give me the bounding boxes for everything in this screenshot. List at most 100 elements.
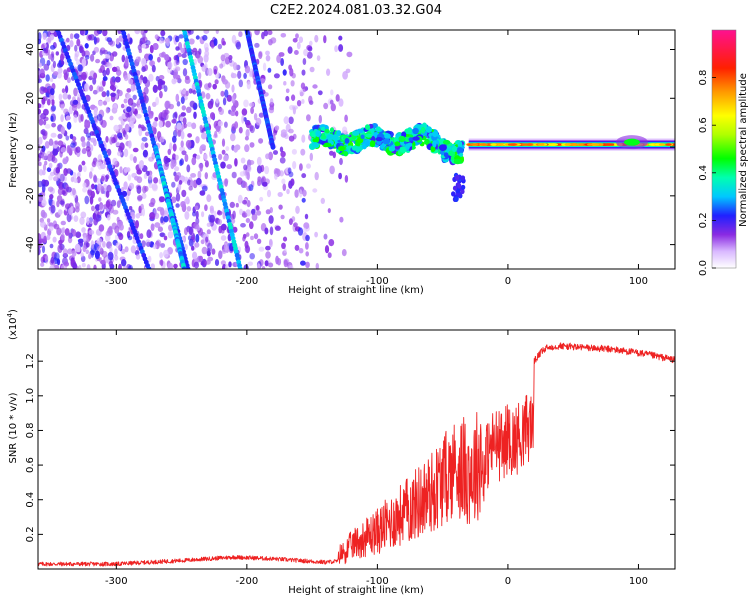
noise-speckle xyxy=(173,69,178,79)
noise-speckle xyxy=(226,94,232,102)
noise-speckle xyxy=(170,196,177,204)
noise-speckle xyxy=(245,129,250,138)
noise-speckle xyxy=(59,173,65,182)
colorbar-frame xyxy=(711,29,737,269)
noise-speckle xyxy=(217,120,224,127)
noise-speckle xyxy=(109,115,114,121)
noise-speckle xyxy=(255,117,262,126)
diagonal-track-point xyxy=(146,266,152,269)
noise-speckle xyxy=(82,187,88,193)
noise-speckle xyxy=(60,227,65,234)
band-point xyxy=(352,130,360,136)
noise-speckle xyxy=(203,260,207,266)
noise-speckle xyxy=(127,98,134,106)
noise-speckle xyxy=(93,264,97,269)
noise-speckle xyxy=(221,138,226,147)
carrier-peak xyxy=(579,143,584,146)
noise-speckle xyxy=(176,122,182,130)
band-point xyxy=(425,126,432,133)
noise-speckle xyxy=(114,248,118,257)
noise-speckle xyxy=(89,216,93,225)
noise-speckle xyxy=(102,76,108,82)
noise-speckle xyxy=(46,218,51,223)
noise-speckle xyxy=(68,232,72,239)
band-point xyxy=(324,128,330,134)
noise-speckle xyxy=(79,46,85,53)
noise-speckle xyxy=(184,211,190,220)
noise-speckle xyxy=(54,140,59,145)
noise-speckle xyxy=(38,247,41,256)
noise-speckle xyxy=(214,259,220,266)
noise-speckle xyxy=(184,243,188,251)
noise-speckle xyxy=(149,45,154,54)
noise-speckle xyxy=(207,82,212,88)
noise-speckle xyxy=(244,144,250,153)
noise-speckle xyxy=(206,222,211,227)
noise-speckle xyxy=(200,239,205,245)
noise-speckle xyxy=(184,77,191,84)
spectrogram-x-ticks: -300 -200 -100 0 100 xyxy=(105,30,648,287)
noise-speckle xyxy=(268,215,274,224)
noise-speckle xyxy=(58,93,63,101)
noise-speckle xyxy=(344,175,349,183)
noise-speckle xyxy=(312,84,318,89)
noise-speckle xyxy=(258,246,265,252)
noise-speckle xyxy=(93,30,100,36)
spectrogram-y-tick-label: 40 xyxy=(25,43,36,56)
noise-speckle xyxy=(295,33,299,39)
noise-speckle xyxy=(210,112,215,120)
noise-speckle xyxy=(44,141,50,149)
noise-speckle xyxy=(330,103,336,112)
noise-speckle xyxy=(72,262,77,269)
noise-speckle xyxy=(154,116,159,122)
carrier-peak xyxy=(537,143,545,146)
noise-speckle xyxy=(184,176,189,182)
noise-speckle xyxy=(117,89,123,97)
noise-speckle xyxy=(245,244,250,254)
noise-speckle xyxy=(40,221,46,228)
noise-speckle xyxy=(175,93,180,103)
noise-speckle xyxy=(98,224,105,232)
band-point xyxy=(394,145,401,150)
noise-speckle xyxy=(90,167,94,172)
noise-speckle xyxy=(50,204,56,214)
noise-speckle xyxy=(238,79,243,88)
band-point xyxy=(404,136,411,143)
band-point xyxy=(459,152,464,157)
noise-speckle xyxy=(207,242,213,252)
noise-speckle xyxy=(213,69,218,75)
noise-speckle xyxy=(228,261,232,268)
noise-speckle xyxy=(302,227,307,234)
noise-speckle xyxy=(52,60,57,69)
noise-speckle xyxy=(230,110,236,116)
noise-speckle xyxy=(52,148,58,156)
noise-speckle xyxy=(294,244,300,251)
noise-speckle xyxy=(240,157,246,164)
noise-speckle xyxy=(141,207,145,217)
noise-speckle xyxy=(42,169,46,176)
noise-speckle xyxy=(266,189,272,198)
noise-speckle xyxy=(292,106,296,115)
noise-speckle xyxy=(236,177,243,185)
noise-speckle xyxy=(44,255,49,264)
noise-speckle xyxy=(95,213,100,223)
noise-speckle xyxy=(288,116,294,125)
noise-speckle xyxy=(206,194,212,203)
noise-speckle xyxy=(317,90,323,96)
noise-speckle xyxy=(188,238,194,247)
noise-speckle xyxy=(128,206,133,211)
noise-speckle xyxy=(256,210,262,216)
noise-speckle xyxy=(56,195,63,202)
band-point xyxy=(460,175,466,181)
noise-speckle xyxy=(283,81,287,86)
noise-speckle xyxy=(146,229,152,239)
noise-speckle xyxy=(204,204,208,212)
noise-speckle xyxy=(102,69,107,77)
noise-speckle xyxy=(267,67,272,73)
noise-speckle xyxy=(78,264,82,269)
noise-speckle xyxy=(182,117,187,125)
noise-speckle xyxy=(42,164,47,171)
noise-speckle xyxy=(86,264,91,269)
band-point xyxy=(315,130,322,138)
